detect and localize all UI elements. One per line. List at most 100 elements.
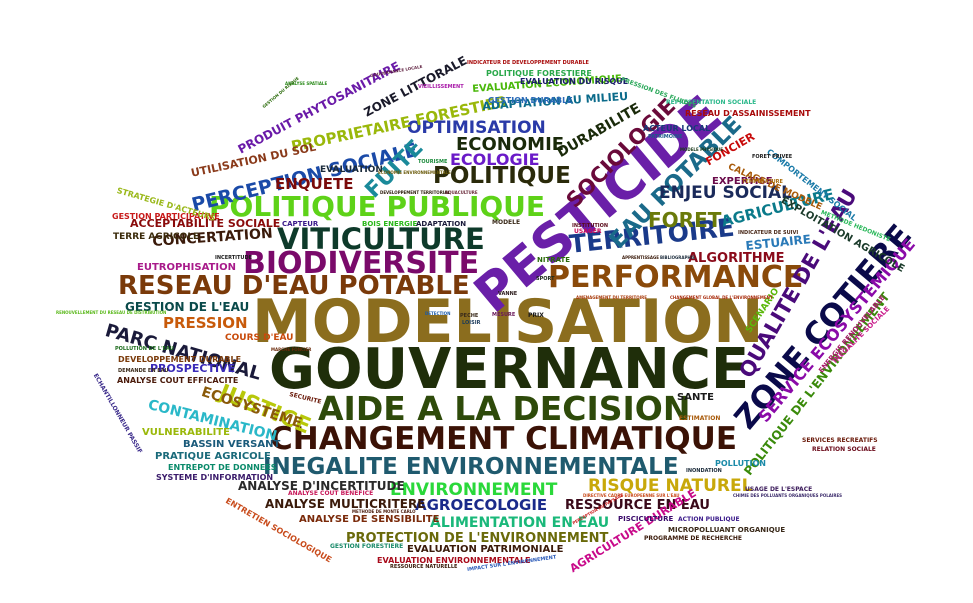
word-usager: USAGER <box>574 228 602 235</box>
word-viticulture: VITICULTURE <box>277 222 485 256</box>
word-bassin-versant: BASSIN VERSANT <box>183 439 281 450</box>
word-acteur-local: ACTEUR LOCAL <box>643 124 711 133</box>
word-risque-naturel: RISQUE NATUREL <box>588 476 753 496</box>
word-analyse-cout-benefice: ANALYSE COUT BENEFICE <box>288 490 374 497</box>
word-relation-sociale: RELATION SOCIALE <box>812 446 876 453</box>
word-micropolluant-organique: MICROPOLLUANT ORGANIQUE <box>668 526 786 534</box>
word-indicateur-de-suivi: INDICATEUR DE SUIVI <box>738 230 799 236</box>
word-expertise: EXPERTISE <box>712 176 773 187</box>
word-prix: PRIX <box>528 312 544 319</box>
word-gestion-du-risque: GESTION DU RISQUE <box>261 75 300 110</box>
word-evaluation-patrimoniale: EVALUATION PATRIMONIALE <box>407 544 564 555</box>
word-acceptabilite-sociale: ACCEPTABILITE SOCIALE <box>130 217 281 230</box>
word-ressource-en-eau: RESSOURCE EN EAU <box>565 498 710 513</box>
word-biodiversite: BIODIVERSITE <box>243 246 480 281</box>
word-sante: SANTE <box>677 392 714 403</box>
word-modele-physique: MODELE PHYSIQUE <box>680 147 724 152</box>
word-ressource-naturelle: RESSOURCE NATURELLE <box>390 564 458 570</box>
word-aquaculture: AQUACULTURE <box>445 190 478 195</box>
word-patrimoine: PATRIMOINE <box>648 134 683 140</box>
word-developpement-territorial: DEVELOPPEMENT TERRITORIAL <box>380 190 450 195</box>
word-capteur: CAPTEUR <box>282 220 319 228</box>
word-inondation: INONDATION <box>686 468 722 474</box>
word-entrepot-de-donnees: ENTREPOT DE DONNEES <box>168 463 277 472</box>
word-vanne: VANNE <box>498 291 518 297</box>
word-analyse-de-sensibilite: ANALYSE DE SENSIBILITE <box>299 514 440 525</box>
word-services-recreatifs: SERVICES RECREATIFS <box>802 437 878 444</box>
word-gestion-de-leau: GESTION DE L'EAU <box>125 300 250 314</box>
word-institution: INSTITUTION <box>572 223 609 229</box>
word-alimentation-en-eau: ALIMENTATION EN EAU <box>430 515 610 531</box>
word-analyse-multicritere: ANALYSE MULTICRITERE <box>265 497 426 511</box>
word-action-publique: ACTION PUBLIQUE <box>678 516 740 523</box>
word-changement-climatique: CHANGEMENT CLIMATIQUE <box>270 421 738 457</box>
word-enquete: ENQUETE <box>275 175 354 193</box>
word-echantillonneur-passif: ECHANTILLONNEUR PASSIF <box>91 372 144 455</box>
word-adaptation: ADAPTATION <box>416 220 467 228</box>
word-gestion-durable: GESTION DURABLE <box>488 96 573 105</box>
word-vulnerabilite: VULNERABILITE <box>142 427 230 438</box>
word-performance: PERFORMANCE <box>548 260 804 295</box>
word-economie-environnementale: ECONOMIE ENVIRONNEMENTALE <box>378 170 451 175</box>
word-incertitude: INCERTITUDE <box>215 255 253 261</box>
word-demande-en-eau: DEMANDE EN EAU <box>118 368 169 374</box>
word-inegalite-environnementale: INEGALITE ENVIRONNEMENTALE <box>263 454 679 480</box>
word-changement-global: CHANGEMENT GLOBAL DE L'ENVIRONNEMENT <box>670 295 773 300</box>
word-pollution-de-leau: POLLUTION DE L'EAU <box>115 346 174 352</box>
word-environnement: ENVIRONNEMENT <box>390 480 558 500</box>
word-analyse-dincertitude: ANALYSE D'INCERTITUDE <box>238 479 405 493</box>
word-evaluation-du-risque: EVALUATION DU RISQUE <box>520 77 629 86</box>
word-eutrophisation: EUTROPHISATION <box>137 262 236 273</box>
word-chimie-polluants: CHIMIE DES POLLUANTS ORGANIQUES POLAIRES <box>733 493 843 498</box>
word-pression: PRESSION <box>163 314 248 332</box>
word-politique-forestiere: POLITIQUE FORESTIERE <box>486 69 592 78</box>
word-estimation: ESTIMATION <box>679 415 721 422</box>
word-developpement-durable: DEVELOPPEMENT DURABLE <box>118 355 242 364</box>
word-cours-deau: COURS D'EAU <box>225 333 294 343</box>
word-peche: PECHE <box>460 313 479 319</box>
word-prospective: PROSPECTIVE <box>150 362 236 375</box>
word-representation-sociale: REPRESENTATION SOCIALE <box>666 99 757 106</box>
word-loisir: LOISIR <box>462 320 481 326</box>
word-apprentissage: APPRENTISSAGE <box>622 255 660 260</box>
word-aide-a-la-decision: AIDE A LA DECISION <box>318 389 691 428</box>
word-bois-energie: BOIS ENERGIE <box>362 220 418 228</box>
word-analyse-cout-efficacite: ANALYSE COUT EFFICACITE <box>117 376 239 385</box>
word-detection: DETECTION <box>425 311 451 316</box>
word-renouvellement-reseau: RENOUVELLEMENT DU RESEAU DE DISTRIBUTION <box>56 310 167 315</box>
word-foret: FORET <box>648 208 722 232</box>
word-mesure: MESURE <box>492 312 516 318</box>
word-reseau-dassainissement: RESEAU D'ASSAINISSEMENT <box>685 109 811 118</box>
word-pollution: POLLUTION <box>715 459 766 468</box>
word-systeme-dinformation: SYSTEME D'INFORMATION <box>156 473 274 482</box>
word-modele: MODELE <box>492 219 521 226</box>
word-politique: POLITIQUE <box>433 163 571 189</box>
word-directive-cadre: DIRECTIVE CADRE EUROPEENNE SUR L'EAU <box>583 493 680 498</box>
word-amenagement-du-territoire: AMENAGEMENT DU TERRITOIRE <box>576 295 647 300</box>
word-sport: SPORT <box>536 276 555 282</box>
word-ecologie: ECOLOGIE <box>450 150 540 169</box>
word-protection-de-lenvironnement: PROTECTION DE L'ENVIRONNEMENT <box>346 531 609 546</box>
word-politique-publique: POLITIQUE PUBLIQUE <box>209 190 546 223</box>
word-terre-agricole: TERRE AGRICOLE <box>113 232 200 242</box>
word-vieillissement: VIEILLISSEMENT <box>418 84 464 90</box>
word-algorithme: ALGORITHME <box>688 251 785 266</box>
word-evaluation-environnementale: EVALUATION ENVIRONNEMENTALE <box>377 556 531 565</box>
word-marche-foncier: MARCHE FONCIER <box>271 347 312 352</box>
word-economie: ECONOMIE <box>456 134 565 155</box>
word-gouvernance: GOUVERNANCE <box>269 337 750 402</box>
word-foret-privee: FORET PRIVEE <box>752 154 793 160</box>
word-temperature: TEMPERATURE <box>742 179 783 185</box>
word-gestion-participative: GESTION PARTICIPATIVE <box>112 212 220 221</box>
word-indicateur-de-developpement-durable: INDICATEUR DE DEVELOPPEMENT DURABLE <box>467 60 589 66</box>
word-bibliographie: BIBLIOGRAPHIE <box>660 255 695 260</box>
word-tourisme: TOURISME <box>418 159 448 165</box>
word-modelisation: MODELISATION <box>252 287 764 357</box>
word-usage-de-lespace: USAGE DE L'ESPACE <box>745 486 813 493</box>
word-evaluation: EVALUATION <box>320 165 383 175</box>
word-agroecologie: AGROECOLOGIE <box>415 496 548 514</box>
word-programme-de-recherche: PROGRAMME DE RECHERCHE <box>644 535 742 542</box>
word-pratique-agricole: PRATIQUE AGRICOLE <box>155 451 271 462</box>
word-gestion-forestiere: GESTION FORESTIERE <box>330 543 404 550</box>
